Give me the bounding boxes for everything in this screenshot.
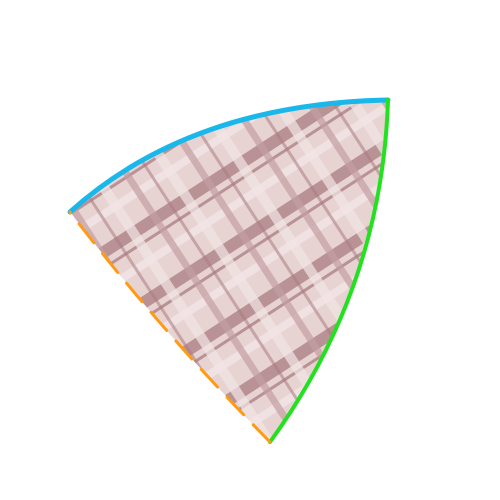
right-edge-arc [268,98,390,444]
left-edge-arc [68,210,272,444]
plaid-fill-region [70,100,388,442]
top-edge-arc [67,97,391,215]
